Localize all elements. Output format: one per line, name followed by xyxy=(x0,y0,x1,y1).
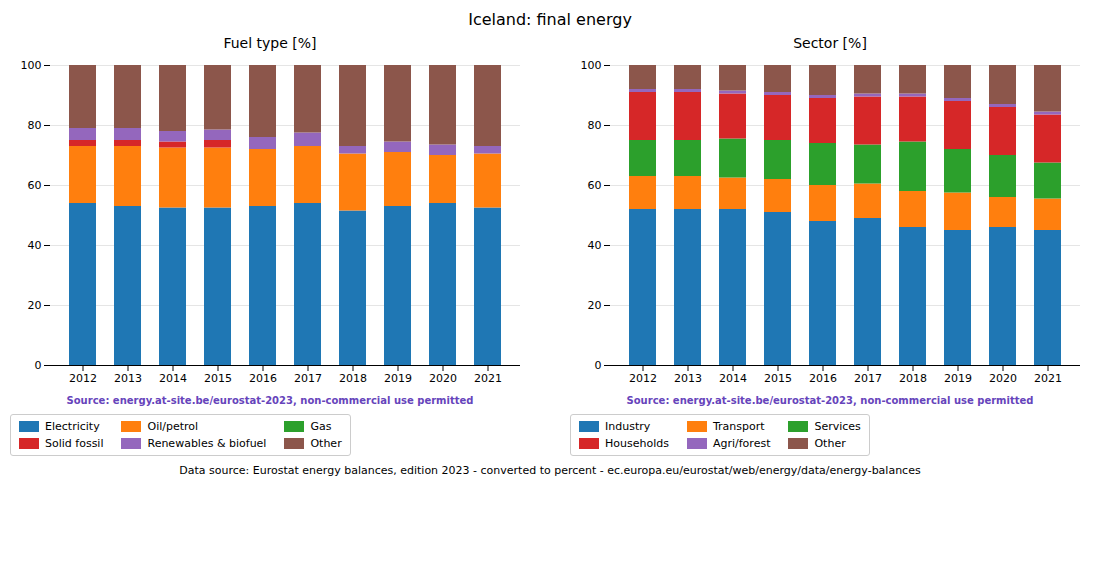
svg-text:2013: 2013 xyxy=(114,372,142,385)
svg-text:2019: 2019 xyxy=(944,372,972,385)
svg-text:2017: 2017 xyxy=(294,372,322,385)
svg-text:2015: 2015 xyxy=(204,372,232,385)
svg-text:80: 80 xyxy=(28,119,42,132)
svg-text:40: 40 xyxy=(28,239,42,252)
svg-text:100: 100 xyxy=(21,59,42,72)
html-text:Industry: Industry xyxy=(605,420,651,433)
svg-text:2020: 2020 xyxy=(989,372,1017,385)
svg-text:2014: 2014 xyxy=(159,372,187,385)
svg-text:2014: 2014 xyxy=(719,372,747,385)
html-text:Gas: Gas xyxy=(310,420,332,433)
svg-text:0: 0 xyxy=(35,359,42,372)
svg-text:2013: 2013 xyxy=(674,372,702,385)
svg-text:0: 0 xyxy=(595,359,602,372)
html-text:Fuel type [%]: Fuel type [%] xyxy=(223,35,317,51)
svg-text:20: 20 xyxy=(588,299,602,312)
html-text:Data source: Eurostat energy b: Data source: Eurostat energy balances, e… xyxy=(179,464,921,477)
html-text:Electricity: Electricity xyxy=(45,420,100,433)
svg-text:20: 20 xyxy=(28,299,42,312)
html-text:Households: Households xyxy=(605,437,669,450)
svg-text:2018: 2018 xyxy=(899,372,927,385)
html-text:Iceland: final energy: Iceland: final energy xyxy=(468,10,632,29)
svg-text:2016: 2016 xyxy=(809,372,837,385)
html-text:Solid fossil: Solid fossil xyxy=(45,437,104,450)
html-text:Oil/petrol: Oil/petrol xyxy=(147,420,199,433)
svg-text:2016: 2016 xyxy=(249,372,277,385)
svg-text:2015: 2015 xyxy=(764,372,792,385)
html-text:Other: Other xyxy=(310,437,342,450)
svg-text:2012: 2012 xyxy=(629,372,657,385)
html-text:Sector [%]: Sector [%] xyxy=(793,35,867,51)
html-text:Source: energy.at-site.be/euro: Source: energy.at-site.be/eurostat-2023,… xyxy=(66,395,474,406)
html-text:Renewables & biofuel: Renewables & biofuel xyxy=(147,437,267,450)
html-text:Source: energy.at-site.be/euro: Source: energy.at-site.be/eurostat-2023,… xyxy=(626,395,1034,406)
svg-text:60: 60 xyxy=(28,179,42,192)
svg-text:2018: 2018 xyxy=(339,372,367,385)
html-text:Services: Services xyxy=(814,420,861,433)
svg-text:2012: 2012 xyxy=(69,372,97,385)
svg-text:40: 40 xyxy=(588,239,602,252)
svg-text:2021: 2021 xyxy=(1034,372,1062,385)
html-text:Transport: Transport xyxy=(713,420,765,433)
svg-text:2017: 2017 xyxy=(854,372,882,385)
svg-text:100: 100 xyxy=(581,59,602,72)
svg-text:2020: 2020 xyxy=(429,372,457,385)
html-text:Agri/forest: Agri/forest xyxy=(713,437,771,450)
html-text:Other: Other xyxy=(814,437,846,450)
svg-text:2021: 2021 xyxy=(474,372,502,385)
svg-text:80: 80 xyxy=(588,119,602,132)
svg-text:60: 60 xyxy=(588,179,602,192)
svg-text:2019: 2019 xyxy=(384,372,412,385)
